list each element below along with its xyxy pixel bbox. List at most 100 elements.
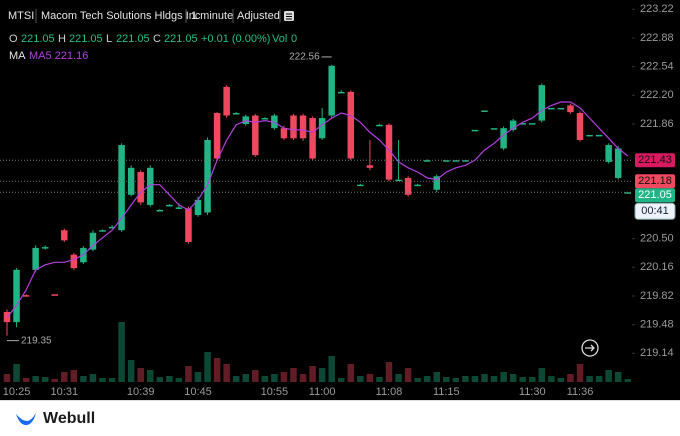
candle-body bbox=[299, 115, 307, 139]
volume-bar bbox=[529, 377, 536, 382]
company-name: Macom Tech Solutions Hldgs Inc bbox=[41, 10, 201, 22]
symbol[interactable]: MTSI bbox=[8, 10, 34, 22]
volume-bar bbox=[118, 322, 125, 382]
volume-bar bbox=[385, 362, 393, 382]
candle-body bbox=[538, 85, 546, 121]
countdown: 00:41 bbox=[641, 205, 669, 217]
volume-bar bbox=[519, 377, 526, 382]
interval[interactable]: 1 minute bbox=[191, 10, 233, 22]
price-tag bbox=[635, 174, 675, 189]
candle-body bbox=[232, 112, 240, 115]
candle-body bbox=[548, 107, 555, 110]
candle-body bbox=[605, 145, 612, 162]
x-tick-label: 10:39 bbox=[127, 386, 155, 398]
volume-bar bbox=[147, 370, 154, 382]
candle-body bbox=[328, 65, 335, 116]
volume-bar bbox=[61, 372, 68, 382]
brand-logo bbox=[16, 413, 36, 426]
candle-body bbox=[70, 254, 78, 269]
candle-body bbox=[51, 294, 58, 296]
candle-body bbox=[471, 129, 479, 132]
candle-body bbox=[462, 160, 469, 162]
volume-bar bbox=[232, 376, 240, 382]
volume-bar bbox=[175, 378, 183, 382]
y-tick-label: 219.14 bbox=[640, 347, 674, 359]
volume-bar bbox=[309, 366, 316, 382]
volume-bar bbox=[318, 368, 326, 382]
volume-bar bbox=[22, 378, 30, 382]
y-tick-label: 222.88 bbox=[640, 32, 674, 44]
candle-body bbox=[99, 230, 106, 232]
quote-value: 221.05 bbox=[116, 33, 150, 45]
countdown-box bbox=[634, 202, 676, 220]
volume-bar bbox=[500, 372, 507, 382]
volume-bar bbox=[32, 376, 39, 382]
candle-body bbox=[22, 295, 30, 297]
indicator-value: MA5 221.16 bbox=[29, 50, 88, 62]
candle-body bbox=[595, 134, 603, 137]
volume-bar bbox=[290, 368, 297, 382]
volume-bar bbox=[595, 376, 603, 382]
candle-body bbox=[500, 128, 507, 149]
candle-body bbox=[624, 192, 631, 194]
candle-body bbox=[614, 148, 622, 178]
volume-bar bbox=[567, 374, 574, 382]
candle-body bbox=[347, 91, 355, 159]
candle-body bbox=[89, 232, 97, 250]
volume-bar bbox=[185, 366, 192, 382]
change: +0.01 (0.00%) bbox=[201, 33, 270, 45]
x-tick-label: 11:00 bbox=[309, 386, 336, 398]
quote-value: 221.05 bbox=[164, 33, 198, 45]
volume-bar bbox=[433, 372, 440, 382]
volume-bar bbox=[366, 374, 374, 382]
volume-bar bbox=[127, 360, 135, 382]
y-tick-label: 219.82 bbox=[640, 290, 674, 302]
volume-bar bbox=[261, 376, 269, 382]
volume-bar bbox=[624, 379, 631, 382]
volume-bar bbox=[614, 372, 622, 382]
price-tag bbox=[635, 153, 675, 168]
candle-body bbox=[529, 123, 536, 125]
candle-body bbox=[108, 226, 116, 229]
candle-body bbox=[433, 176, 440, 190]
candle-body bbox=[318, 118, 326, 139]
y-tick-label: 222.20 bbox=[640, 89, 674, 101]
volume-bar bbox=[471, 376, 479, 382]
chart-background bbox=[0, 0, 680, 400]
candle-body bbox=[280, 128, 288, 139]
quote-value: 221.05 bbox=[21, 33, 55, 45]
x-tick-label: 11:30 bbox=[519, 386, 546, 398]
candle-body bbox=[213, 112, 221, 159]
candle-body bbox=[261, 118, 269, 120]
candle-body bbox=[338, 91, 345, 94]
volume-bar bbox=[80, 376, 87, 382]
candle-body bbox=[404, 177, 412, 195]
scroll-right-button[interactable] bbox=[581, 339, 599, 357]
y-tick-label: 221.86 bbox=[640, 118, 674, 130]
x-tick-label: 10:25 bbox=[3, 386, 31, 398]
ma-line bbox=[6, 101, 629, 319]
y-tick-label: 223.22 bbox=[640, 3, 674, 15]
volume-bar bbox=[557, 378, 565, 382]
volume-bar bbox=[41, 377, 49, 382]
candle-body bbox=[423, 160, 431, 162]
volume-bar bbox=[156, 377, 164, 382]
volume-bar bbox=[194, 372, 202, 382]
candle-body bbox=[376, 124, 383, 127]
volume-bar bbox=[443, 377, 450, 382]
volume-bar bbox=[13, 364, 20, 382]
brand-name: Webull bbox=[43, 410, 95, 427]
candle-body bbox=[357, 184, 364, 187]
candle-body bbox=[166, 204, 173, 207]
settings-icon[interactable] bbox=[284, 11, 294, 21]
candle-body bbox=[290, 115, 297, 139]
x-tick-label: 11:15 bbox=[433, 386, 460, 398]
volume-bar bbox=[605, 370, 612, 382]
adjustment[interactable]: Adjusted bbox=[237, 10, 280, 22]
quote-label: L bbox=[106, 33, 112, 45]
volume-bar bbox=[586, 376, 593, 382]
candle-body bbox=[156, 209, 164, 212]
indicator-name[interactable]: MA bbox=[9, 50, 26, 62]
candle-body bbox=[395, 179, 402, 182]
volume-bar bbox=[137, 368, 144, 382]
